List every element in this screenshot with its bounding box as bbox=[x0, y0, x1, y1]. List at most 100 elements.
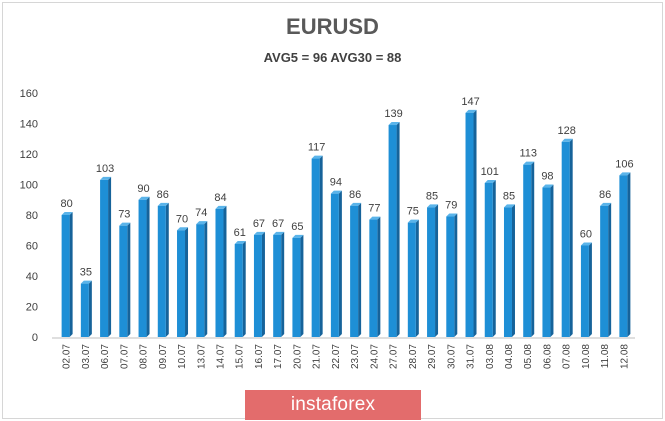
bar bbox=[561, 141, 570, 337]
chart-subtitle: AVG5 = 96 AVG30 = 88 bbox=[263, 50, 402, 65]
bar bbox=[330, 193, 339, 337]
y-tick-label: 160 bbox=[20, 88, 38, 100]
bar bbox=[292, 237, 301, 337]
bar-top bbox=[196, 221, 208, 225]
data-label: 86 bbox=[349, 189, 361, 201]
chart-title: EURUSD bbox=[286, 14, 379, 39]
bar bbox=[138, 199, 147, 337]
bar bbox=[542, 187, 551, 337]
bar-top bbox=[177, 227, 189, 231]
bar-side bbox=[435, 204, 439, 337]
bar bbox=[619, 175, 628, 337]
data-label: 84 bbox=[214, 192, 226, 204]
bar-top bbox=[311, 155, 323, 159]
x-tick-label: 22.07 bbox=[331, 344, 342, 369]
x-tick-label: 21.07 bbox=[312, 344, 323, 369]
bar bbox=[311, 158, 320, 337]
data-label: 75 bbox=[407, 206, 419, 218]
bar bbox=[177, 230, 186, 337]
bar-side bbox=[396, 122, 400, 338]
x-tick-label: 15.07 bbox=[235, 344, 246, 369]
bar bbox=[61, 215, 70, 337]
bar bbox=[119, 225, 128, 337]
bar-side bbox=[281, 231, 285, 337]
x-tick-label: 20.07 bbox=[292, 344, 303, 369]
x-tick-label: 07.08 bbox=[562, 344, 573, 369]
instaforex-watermark: instaforex bbox=[245, 390, 421, 420]
bar-side bbox=[377, 216, 381, 337]
bar bbox=[100, 179, 109, 337]
data-label: 67 bbox=[272, 218, 284, 230]
bar bbox=[350, 205, 359, 337]
data-label: 94 bbox=[330, 177, 342, 189]
y-tick-label: 20 bbox=[26, 302, 38, 314]
bar-side bbox=[185, 227, 189, 337]
data-label: 106 bbox=[615, 158, 633, 170]
bar-side bbox=[300, 234, 304, 337]
bar-side bbox=[146, 196, 150, 337]
x-tick-label: 09.07 bbox=[158, 344, 169, 369]
bar-side bbox=[473, 109, 477, 337]
data-label: 117 bbox=[308, 142, 326, 154]
bar-side bbox=[454, 213, 458, 337]
bar-top bbox=[523, 161, 535, 165]
bar-top bbox=[580, 242, 592, 246]
bar bbox=[80, 283, 89, 337]
bar-top bbox=[215, 205, 227, 209]
bar bbox=[215, 208, 224, 337]
bar bbox=[503, 207, 512, 337]
bar-side bbox=[511, 204, 515, 337]
bar-top bbox=[369, 216, 381, 220]
bar-side bbox=[88, 280, 92, 337]
bar-side bbox=[223, 205, 227, 337]
bar-top bbox=[292, 234, 304, 238]
bar-top bbox=[330, 190, 342, 194]
x-tick-label: 23.07 bbox=[350, 344, 361, 369]
x-tick-label: 08.07 bbox=[139, 344, 150, 369]
bar-side bbox=[108, 176, 112, 337]
x-tick-label: 06.08 bbox=[542, 344, 553, 369]
x-tick-label: 14.07 bbox=[215, 344, 226, 369]
data-label: 80 bbox=[60, 198, 72, 210]
bar-side bbox=[550, 184, 554, 337]
x-tick-label: 10.08 bbox=[581, 344, 592, 369]
bar-side bbox=[569, 138, 573, 337]
x-tick-label: 05.08 bbox=[523, 344, 534, 369]
x-tick-label: 02.07 bbox=[62, 344, 73, 369]
x-tick-label: 11.08 bbox=[600, 344, 611, 369]
bar-top bbox=[484, 179, 496, 183]
bar-top bbox=[388, 122, 400, 126]
bar-top bbox=[234, 240, 246, 244]
bar-side bbox=[261, 231, 265, 337]
y-tick-label: 100 bbox=[20, 180, 38, 192]
x-tick-label: 16.07 bbox=[254, 344, 265, 369]
y-tick-label: 120 bbox=[20, 149, 38, 161]
bar bbox=[273, 234, 282, 337]
bar-side bbox=[608, 202, 612, 337]
data-label: 103 bbox=[96, 163, 114, 175]
y-tick-label: 60 bbox=[26, 241, 38, 253]
x-tick-label: 06.07 bbox=[100, 344, 111, 369]
bar-top bbox=[427, 204, 439, 208]
x-tick-label: 07.07 bbox=[119, 344, 130, 369]
data-label: 139 bbox=[384, 108, 402, 120]
bar bbox=[465, 112, 474, 337]
bar-side bbox=[627, 172, 631, 337]
bar-top bbox=[100, 176, 112, 180]
bar bbox=[407, 222, 416, 337]
bar-top bbox=[119, 222, 131, 226]
x-tick-label: 24.07 bbox=[369, 344, 380, 369]
bar-top bbox=[61, 212, 73, 215]
data-label: 85 bbox=[503, 190, 515, 202]
x-tick-label: 03.07 bbox=[81, 344, 92, 369]
data-label: 101 bbox=[481, 166, 499, 178]
data-label: 70 bbox=[176, 213, 188, 225]
bar-side bbox=[242, 240, 246, 337]
x-tick-label: 10.07 bbox=[177, 344, 188, 369]
x-tick-label: 27.07 bbox=[389, 344, 400, 369]
bar bbox=[157, 205, 166, 337]
x-tick-label: 28.07 bbox=[408, 344, 419, 369]
x-tick-label: 17.07 bbox=[273, 344, 284, 369]
bar-side bbox=[127, 222, 131, 337]
bar-side bbox=[415, 219, 419, 337]
